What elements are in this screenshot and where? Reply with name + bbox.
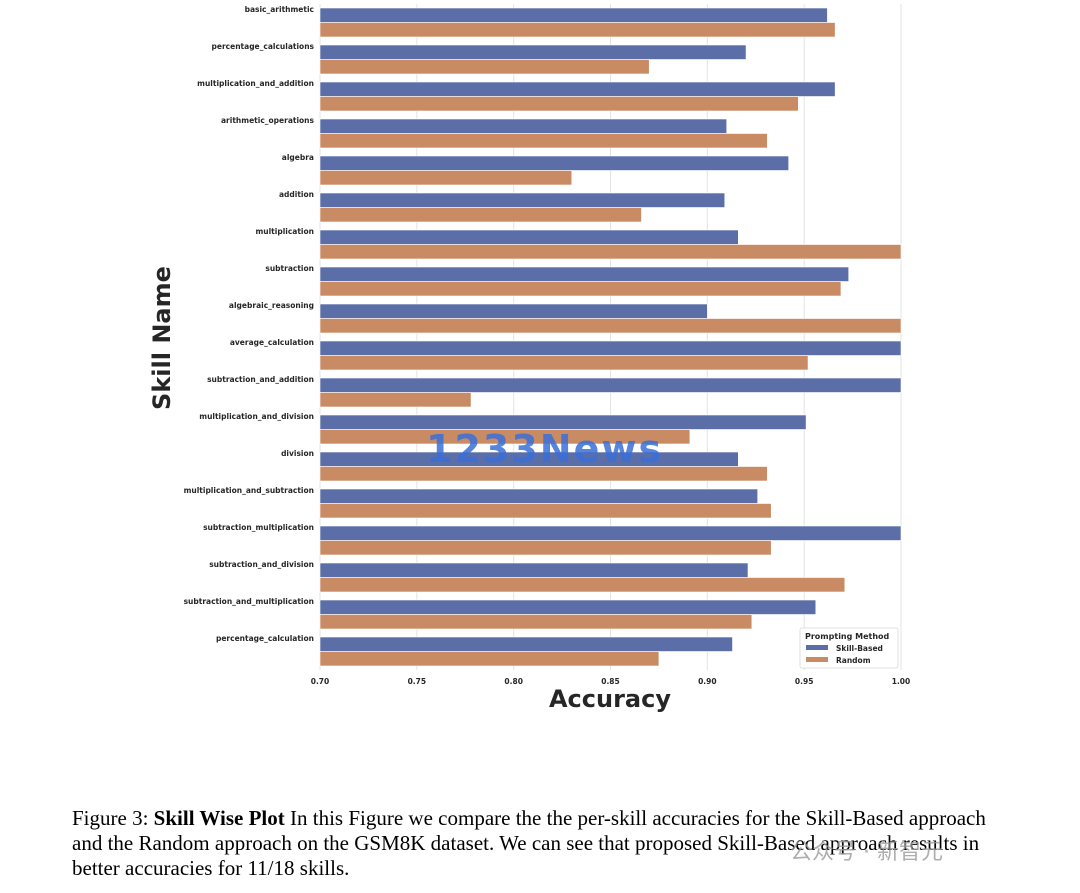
bar-group xyxy=(319,7,902,667)
x-tick-labels: 0.70 0.75 0.80 0.85 0.90 0.95 1.00 xyxy=(311,677,911,686)
y-tick-label: percentage_calculations xyxy=(212,42,315,51)
bar-skill-based xyxy=(319,599,817,615)
y-tick-label: division xyxy=(281,449,314,458)
bar-random xyxy=(319,355,809,371)
figure-caption: Figure 3: Skill Wise Plot In this Figure… xyxy=(72,806,1012,881)
y-tick-label: subtraction_multiplication xyxy=(203,523,314,532)
bar-random xyxy=(319,59,650,75)
caption-text: In this Figure we compare the the per-sk… xyxy=(72,806,986,880)
bar-random xyxy=(319,651,660,667)
y-tick-label: subtraction xyxy=(265,264,314,273)
y-tick-label: multiplication_and_division xyxy=(199,412,314,421)
bar-random xyxy=(319,577,846,593)
corner-watermark: 公众号 · 新智元 xyxy=(790,840,943,865)
watermark-text: 1233News xyxy=(426,427,663,471)
x-tick-label: 0.75 xyxy=(408,677,427,686)
bar-skill-based xyxy=(319,118,728,134)
y-tick-label: algebra xyxy=(282,153,314,162)
bar-random xyxy=(319,466,768,482)
caption-prefix: Figure 3: xyxy=(72,806,154,830)
y-axis-title: Skill Name xyxy=(148,266,176,410)
y-tick-label: percentage_calculation xyxy=(216,634,314,643)
bar-random xyxy=(319,503,772,519)
bar-random xyxy=(319,614,753,630)
bar-random xyxy=(319,318,902,334)
x-tick-label: 0.90 xyxy=(698,677,717,686)
bar-random xyxy=(319,207,642,223)
caption-title: Skill Wise Plot xyxy=(153,806,285,830)
legend-label-random: Random xyxy=(836,656,871,665)
bar-skill-based xyxy=(319,340,902,356)
bar-random xyxy=(319,429,691,445)
bar-skill-based xyxy=(319,266,850,282)
y-tick-label: multiplication xyxy=(255,227,314,236)
y-tick-labels: basic_arithmetic percentage_calculationsm… xyxy=(184,5,315,643)
legend-title: Prompting Method xyxy=(805,632,890,641)
bar-random xyxy=(319,281,842,297)
bar-skill-based xyxy=(319,377,902,393)
bar-skill-based xyxy=(319,488,758,504)
bar-random xyxy=(319,170,573,186)
y-tick-label: arithmetic_operations xyxy=(221,116,315,125)
y-tick-label: multiplication_and_subtraction xyxy=(184,486,314,495)
bar-skill-based xyxy=(319,81,836,97)
skill-accuracy-bar-chart: basic_arithmetic percentage_calculationsm… xyxy=(148,4,911,713)
y-tick-label: subtraction_and_multiplication xyxy=(184,597,314,606)
bar-random xyxy=(319,96,799,112)
x-tick-label: 0.70 xyxy=(311,677,330,686)
y-tick-label: average_calculation xyxy=(230,338,314,347)
x-tick-label: 0.95 xyxy=(795,677,814,686)
bar-random xyxy=(319,244,902,260)
legend-swatch-random xyxy=(806,657,828,662)
x-tick-label: 1.00 xyxy=(892,677,911,686)
x-tick-label: 0.80 xyxy=(504,677,523,686)
legend-label-skill-based: Skill-Based xyxy=(836,644,883,653)
bar-skill-based xyxy=(319,229,739,245)
bar-skill-based xyxy=(319,192,726,208)
bar-random xyxy=(319,22,836,38)
bar-skill-based xyxy=(319,155,789,171)
y-tick-label: addition xyxy=(279,190,314,199)
bar-skill-based xyxy=(319,7,828,23)
y-tick-label: subtraction_and_addition xyxy=(207,375,314,384)
y-tick-label: algebraic_reasoning xyxy=(229,301,314,310)
y-tick-label: basic_arithmetic xyxy=(245,5,314,14)
y-tick-label: subtraction_and_division xyxy=(209,560,314,569)
bar-random xyxy=(319,133,768,149)
x-axis-title: Accuracy xyxy=(549,685,671,713)
legend: Prompting Method Skill-Based Random xyxy=(799,627,899,669)
bar-skill-based xyxy=(319,303,708,319)
x-tick-label: 0.85 xyxy=(601,677,620,686)
y-tick-label: multiplication_and_addition xyxy=(197,79,314,88)
bar-skill-based xyxy=(319,562,749,578)
vertical-gridlines xyxy=(319,4,902,670)
bar-random xyxy=(319,540,772,556)
bar-skill-based xyxy=(319,525,902,541)
legend-swatch-skill-based xyxy=(806,645,828,650)
bar-random xyxy=(319,392,472,408)
bar-skill-based xyxy=(319,44,747,60)
bar-skill-based xyxy=(319,636,733,652)
